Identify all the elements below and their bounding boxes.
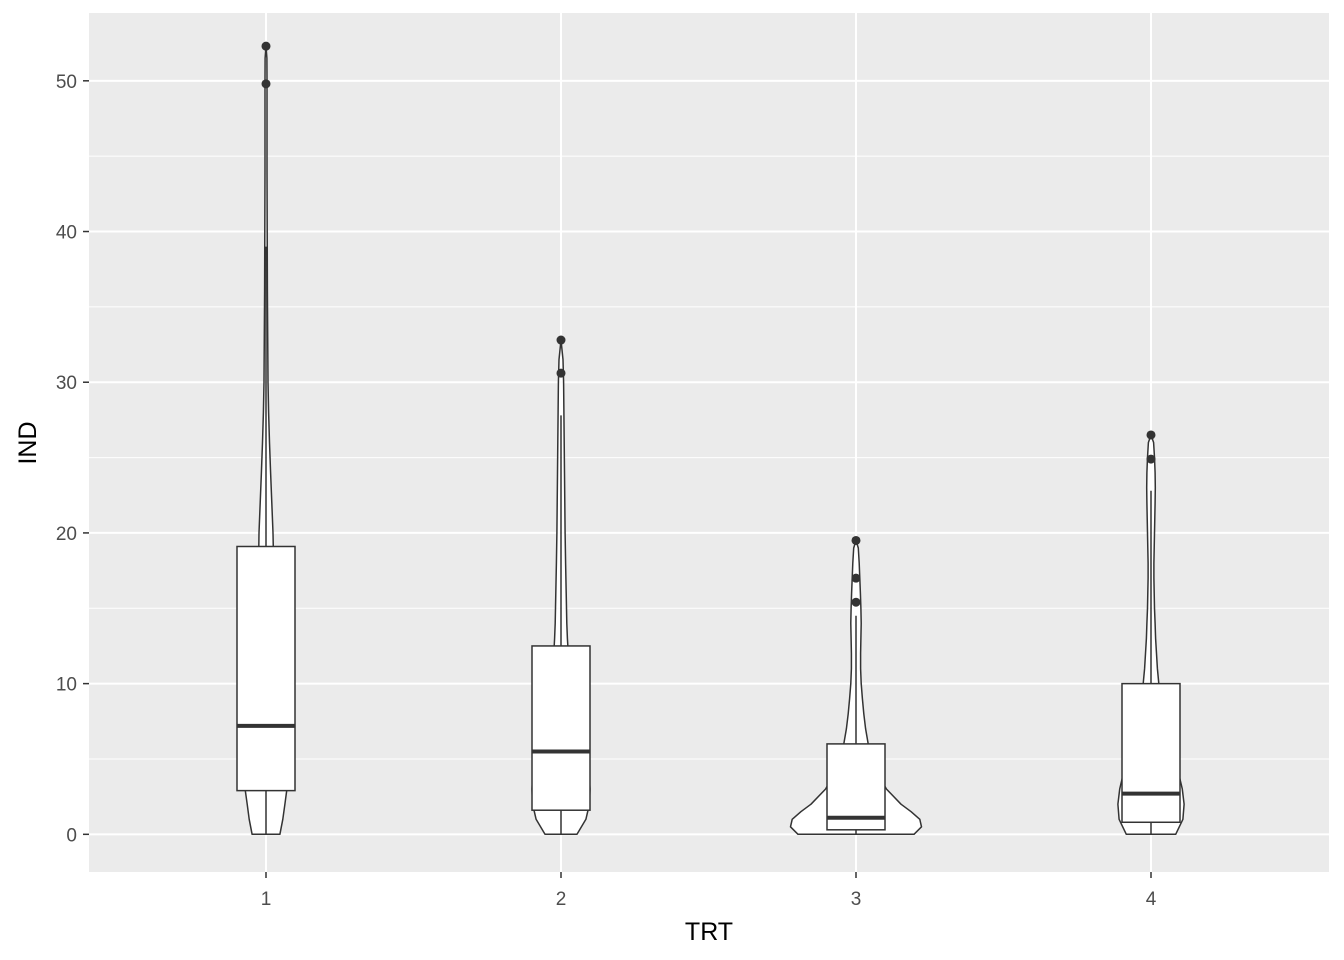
outliers (261, 41, 1156, 607)
y-tick-label: 0 (66, 825, 77, 846)
boxplots (236, 246, 1181, 835)
outlier-point (261, 79, 271, 89)
x-tick-label: 1 (261, 889, 272, 910)
box (1121, 682, 1181, 824)
outlier-point (1146, 454, 1156, 464)
outlier-point (851, 573, 861, 583)
y-tick-label: 40 (56, 223, 77, 244)
x-axis-title: TRT (685, 918, 733, 946)
boxplot-1 (236, 246, 296, 835)
outlier-point (261, 41, 271, 51)
box (531, 645, 591, 811)
y-tick-label: 50 (56, 72, 77, 93)
outlier-point (556, 335, 566, 345)
boxplot-2 (531, 415, 591, 835)
y-tick-label: 20 (56, 524, 77, 545)
outlier-point (851, 535, 861, 545)
outlier-point (1146, 430, 1156, 440)
x-tick-label: 2 (556, 889, 567, 910)
y-axis: 0 10 20 30 40 50 (56, 72, 89, 846)
box (236, 545, 296, 792)
y-tick-label: 10 (56, 675, 77, 696)
x-tick-label: 3 (851, 889, 862, 910)
box (826, 743, 886, 831)
boxplot-4 (1121, 490, 1181, 835)
boxplot-3 (826, 615, 886, 835)
x-tick-label: 4 (1146, 889, 1157, 910)
outlier-point (556, 368, 566, 378)
outlier-point (851, 597, 861, 607)
x-axis: 1 2 3 4 (261, 872, 1157, 910)
y-tick-label: 30 (56, 373, 77, 394)
y-axis-title: IND (14, 421, 42, 464)
